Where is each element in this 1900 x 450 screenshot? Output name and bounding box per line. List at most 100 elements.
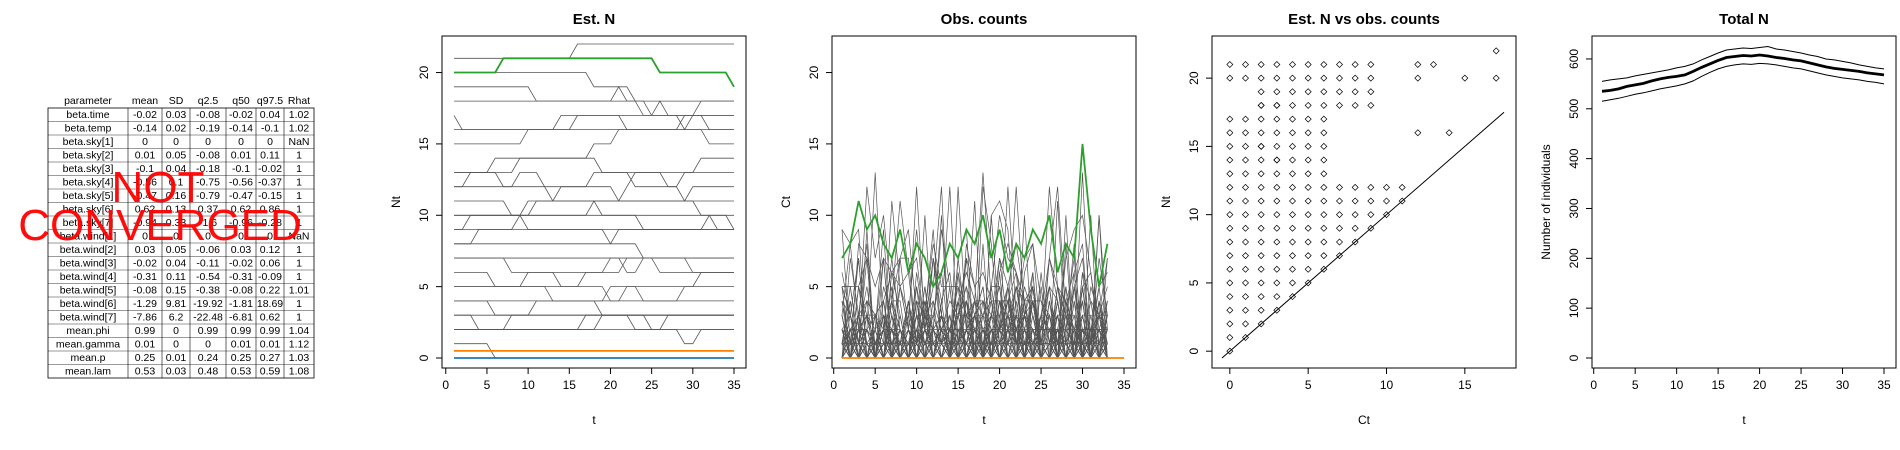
scatter-point bbox=[1257, 252, 1265, 260]
scatter-point bbox=[1242, 197, 1249, 205]
scatter-point bbox=[1336, 252, 1343, 260]
table-cell: 0.04 bbox=[166, 163, 187, 175]
scatter-point bbox=[1320, 88, 1328, 96]
table-cell: -0.94 bbox=[133, 217, 157, 229]
table-cell: 1 bbox=[296, 271, 302, 283]
table-cell: 0.99 bbox=[198, 325, 219, 337]
x-tick-label: 0 bbox=[442, 378, 449, 392]
table-cell: -1.81 bbox=[229, 298, 253, 310]
x-tick-label: 0 bbox=[830, 378, 837, 392]
y-tick-label: 5 bbox=[807, 283, 821, 290]
y-tick-label: 600 bbox=[1567, 49, 1581, 69]
scatter-point bbox=[1320, 170, 1328, 178]
table-cell: beta.sky[1] bbox=[63, 136, 114, 148]
table-cell: -0.08 bbox=[229, 285, 253, 297]
table-cell: 0 bbox=[142, 136, 148, 148]
scatter-point bbox=[1383, 197, 1390, 205]
scatter-point bbox=[1289, 129, 1296, 137]
x-tick-label: 25 bbox=[645, 378, 659, 392]
scatter-point bbox=[1242, 238, 1249, 246]
table-cell: -0.08 bbox=[133, 285, 157, 297]
chart-title: Total N bbox=[1719, 11, 1769, 28]
table-cell: -0.02 bbox=[229, 258, 253, 270]
table-cell: 0.03 bbox=[166, 109, 187, 121]
table-cell: beta.wind[4] bbox=[60, 271, 117, 283]
table-cell: -0.09 bbox=[258, 271, 282, 283]
scatter-point bbox=[1226, 224, 1234, 232]
y-tick-label: 300 bbox=[1567, 198, 1581, 218]
table-cell: -0.1 bbox=[261, 123, 279, 135]
scatter-point bbox=[1367, 101, 1375, 109]
scatter-point bbox=[1320, 115, 1328, 123]
table-cell: 1.02 bbox=[289, 123, 310, 135]
table-cell: 1 bbox=[296, 312, 302, 324]
scatter-point bbox=[1367, 211, 1375, 219]
scatter-point bbox=[1273, 211, 1281, 219]
scatter-point bbox=[1273, 74, 1281, 82]
table-cell: 0.62 bbox=[231, 204, 252, 216]
table-cell: 1.08 bbox=[289, 366, 310, 378]
scatter-point bbox=[1257, 115, 1265, 123]
scatter-point bbox=[1226, 115, 1234, 123]
scatter-point bbox=[1226, 211, 1234, 219]
series-trace bbox=[454, 300, 734, 330]
series-trace bbox=[454, 286, 734, 330]
table-cell: 0.01 bbox=[135, 339, 156, 351]
table-cell: 0 bbox=[205, 136, 211, 148]
x-axis-label: Ct bbox=[1358, 413, 1371, 427]
table-cell: 0.01 bbox=[166, 352, 187, 364]
table-cell: mean.gamma bbox=[56, 339, 120, 351]
scatter-point bbox=[1336, 60, 1343, 68]
scatter-point bbox=[1414, 74, 1422, 82]
scatter-point bbox=[1320, 238, 1328, 246]
scatter-point bbox=[1226, 334, 1234, 342]
scatter-point bbox=[1336, 211, 1343, 219]
x-tick-label: 15 bbox=[563, 378, 577, 392]
table-cell: 1 bbox=[296, 204, 302, 216]
x-tick-label: 20 bbox=[1753, 378, 1767, 392]
table-cell: -0.06 bbox=[196, 244, 220, 256]
chart-title: Est. N vs obs. counts bbox=[1288, 11, 1440, 28]
series-trace bbox=[454, 129, 734, 173]
scatter-point bbox=[1242, 183, 1249, 191]
table-cell: 0 bbox=[173, 136, 179, 148]
table-cell: 18.69 bbox=[257, 298, 283, 310]
table-cell: 1 bbox=[296, 190, 302, 202]
table-cell: -0.56 bbox=[229, 177, 253, 189]
table-cell: beta.sky[2] bbox=[63, 150, 114, 162]
x-tick-label: 35 bbox=[1877, 378, 1891, 392]
scatter-point bbox=[1383, 211, 1390, 219]
scatter-point bbox=[1351, 224, 1359, 232]
scatter-point bbox=[1336, 197, 1343, 205]
table-cell: 1.03 bbox=[289, 352, 310, 364]
table-cell: 0.86 bbox=[260, 204, 281, 216]
scatter-point bbox=[1257, 197, 1265, 205]
y-tick-label: 10 bbox=[807, 208, 821, 222]
scatter-point bbox=[1273, 293, 1281, 301]
table-cell: 0 bbox=[205, 339, 211, 351]
scatter-point bbox=[1257, 74, 1265, 82]
table-header-cell: SD bbox=[169, 95, 184, 107]
panel-1: Est. N 0 5 10 15 20 25 30 35 0 5 10 15 20 t Nt bbox=[389, 11, 747, 427]
series-trace bbox=[454, 257, 734, 288]
series-trace bbox=[454, 243, 734, 259]
y-tick-label: 20 bbox=[807, 66, 821, 80]
scatter-point bbox=[1273, 252, 1281, 260]
series-trace bbox=[454, 72, 734, 102]
table-cell: 0.99 bbox=[231, 325, 252, 337]
scatter-point bbox=[1273, 101, 1281, 109]
y-tick-label: 15 bbox=[1187, 139, 1201, 153]
scatter-point bbox=[1304, 60, 1312, 68]
table-cell: -0.75 bbox=[196, 177, 220, 189]
scatter-point bbox=[1257, 211, 1265, 219]
table-cell: 1 bbox=[296, 244, 302, 256]
plot-frame bbox=[1211, 35, 1517, 369]
y-axis-label: Nt bbox=[389, 195, 403, 208]
scatter-point bbox=[1367, 88, 1375, 96]
table-cell: -0.47 bbox=[133, 190, 157, 202]
chart-title: Obs. counts bbox=[941, 11, 1028, 28]
scatter-point bbox=[1289, 265, 1296, 273]
scatter-point bbox=[1289, 183, 1296, 191]
scatter-point bbox=[1242, 334, 1249, 342]
y-tick-label: 10 bbox=[1187, 208, 1201, 222]
